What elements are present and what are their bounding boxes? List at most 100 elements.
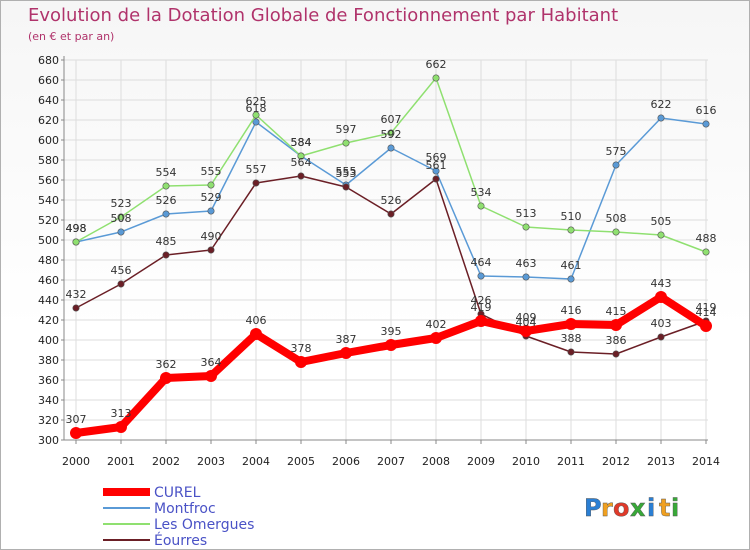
data-point-les-omergues — [387, 129, 395, 137]
legend-label-montfroc: Montfroc — [154, 501, 216, 517]
data-label-les-omergues: 498 — [66, 222, 87, 235]
data-point-montfroc — [657, 114, 665, 122]
data-point-curel — [70, 427, 82, 439]
legend-label-curel: CUREL — [154, 485, 201, 501]
data-point--ourres — [567, 348, 575, 356]
y-tick-label: 300 — [38, 434, 59, 447]
x-tick-label: 2014 — [692, 455, 720, 468]
data-label-curel: 395 — [381, 325, 402, 338]
data-point-les-omergues — [702, 248, 710, 256]
data-label-les-omergues: 505 — [651, 215, 672, 228]
data-label-les-omergues: 508 — [606, 212, 627, 225]
data-point-curel — [385, 339, 397, 351]
data-label-curel: 387 — [336, 333, 357, 346]
data-point-montfroc — [387, 144, 395, 152]
data-point-les-omergues — [72, 238, 80, 246]
data-label-curel: 307 — [66, 413, 87, 426]
data-point-les-omergues — [207, 181, 215, 189]
data-label-montfroc: 592 — [381, 128, 402, 141]
data-label-montfroc: 618 — [246, 102, 267, 115]
data-point-curel — [205, 370, 217, 382]
data-label-montfroc: 461 — [561, 259, 582, 272]
data-point--ourres — [612, 350, 620, 358]
data-point-curel — [340, 347, 352, 359]
data-point--ourres — [297, 172, 305, 180]
data-point--ourres — [72, 304, 80, 312]
data-label-curel: 378 — [291, 342, 312, 355]
data-label-les-omergues: 554 — [156, 166, 177, 179]
chart-title: Evolution de la Dotation Globale de Fonc… — [28, 5, 618, 26]
data-point-montfroc — [252, 118, 260, 126]
data-label-les-omergues: 513 — [516, 207, 537, 220]
y-tick-label: 460 — [38, 274, 59, 287]
y-tick-label: 340 — [38, 394, 59, 407]
data-label-les-omergues: 523 — [111, 197, 132, 210]
data-label-montfroc: 569 — [426, 151, 447, 164]
data-label-curel: 402 — [426, 318, 447, 331]
data-label--ourres: 404 — [516, 316, 537, 329]
data-point-montfroc — [162, 210, 170, 218]
axes: 300 320 340 360 380 400 420 440 460 480 500 520 540 5… — [38, 54, 720, 468]
data-label-curel: 419 — [471, 301, 492, 314]
data-label-montfroc: 616 — [696, 104, 717, 117]
data-label--ourres: 526 — [381, 194, 402, 207]
data-label-montfroc: 529 — [201, 191, 222, 204]
y-tick-label: 640 — [38, 94, 59, 107]
data-point-curel — [250, 328, 262, 340]
x-tick-label: 2000 — [62, 455, 90, 468]
data-label-les-omergues: 607 — [381, 113, 402, 126]
data-point--ourres — [387, 210, 395, 218]
data-point-curel — [475, 315, 487, 327]
y-tick-label: 420 — [38, 314, 59, 327]
data-point--ourres — [342, 183, 350, 191]
data-point-curel — [295, 356, 307, 368]
x-tick-label: 2011 — [557, 455, 585, 468]
x-tick-label: 2003 — [197, 455, 225, 468]
data-point--ourres — [162, 251, 170, 259]
data-point-les-omergues — [657, 231, 665, 239]
x-tick-label: 2009 — [467, 455, 495, 468]
data-point-curel — [565, 318, 577, 330]
data-point-les-omergues — [477, 202, 485, 210]
y-tick-label: 620 — [38, 114, 59, 127]
data-label-les-omergues: 625 — [246, 95, 267, 108]
y-tick-label: 540 — [38, 194, 59, 207]
data-label-les-omergues: 555 — [201, 165, 222, 178]
logo-letter: i — [671, 494, 679, 522]
data-label-les-omergues: 597 — [336, 123, 357, 136]
x-tick-label: 2012 — [602, 455, 630, 468]
y-tick-label: 560 — [38, 174, 59, 187]
y-tick-label: 500 — [38, 234, 59, 247]
x-tick-label: 2007 — [377, 455, 405, 468]
series-group — [70, 74, 712, 439]
x-tick-label: 2005 — [287, 455, 315, 468]
logo-letter: P — [584, 494, 602, 522]
y-tick-label: 400 — [38, 334, 59, 347]
data-point-montfroc — [567, 275, 575, 283]
data-point-les-omergues — [432, 74, 440, 82]
data-point-les-omergues — [522, 223, 530, 231]
data-point-montfroc — [702, 120, 710, 128]
data-label--ourres: 561 — [426, 159, 447, 172]
y-tick-label: 320 — [38, 414, 59, 427]
data-label--ourres: 432 — [66, 288, 87, 301]
data-label-curel: 364 — [201, 356, 222, 369]
data-label--ourres: 490 — [201, 230, 222, 243]
data-point-curel — [700, 320, 712, 332]
data-point-montfroc — [477, 272, 485, 280]
data-label--ourres: 456 — [111, 264, 132, 277]
legend-label-les-omergues: Les Omergues — [154, 517, 254, 533]
y-tick-label: 360 — [38, 374, 59, 387]
x-tick-label: 2010 — [512, 455, 540, 468]
data-label--ourres: 557 — [246, 163, 267, 176]
data-point-les-omergues — [342, 139, 350, 147]
y-tick-label: 660 — [38, 74, 59, 87]
data-point-montfroc — [612, 161, 620, 169]
data-point-curel — [115, 421, 127, 433]
data-point-les-omergues — [612, 228, 620, 236]
logo-letter: r — [601, 494, 613, 522]
data-label--ourres: 564 — [291, 156, 312, 169]
